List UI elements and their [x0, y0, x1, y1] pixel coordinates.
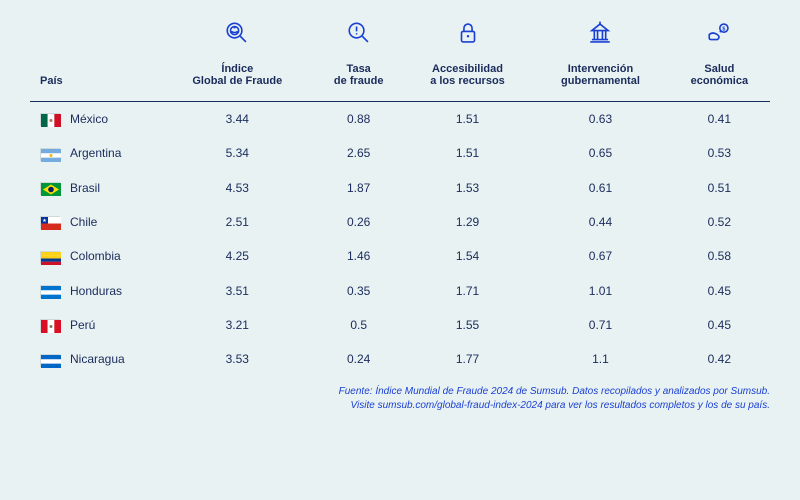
value-cell: 0.35 — [315, 274, 403, 308]
value-cell: 1.87 — [315, 171, 403, 205]
value-cell: 0.42 — [669, 342, 770, 376]
country-cell: México — [30, 102, 160, 137]
value-cell: 0.65 — [532, 136, 668, 170]
accessibility-icon — [403, 20, 532, 57]
value-cell: 0.45 — [669, 274, 770, 308]
table-row: Argentina 5.342.651.510.650.53 — [30, 136, 770, 170]
value-cell: 1.53 — [403, 171, 532, 205]
col-accessibility: Accesibilidada los recursos — [403, 57, 532, 102]
flag-icon — [40, 285, 60, 298]
value-cell: 3.53 — [160, 342, 315, 376]
svg-text:★: ★ — [42, 218, 47, 224]
table-row: Nicaragua 3.530.241.771.10.42 — [30, 342, 770, 376]
flag-icon: ★ — [40, 216, 60, 229]
value-cell: 4.25 — [160, 239, 315, 273]
value-cell: 1.51 — [403, 102, 532, 137]
table-row: Brasil 4.531.871.530.610.51 — [30, 171, 770, 205]
country-cell: Nicaragua — [30, 342, 160, 376]
country-cell: Perú — [30, 308, 160, 342]
value-cell: 1.55 — [403, 308, 532, 342]
value-cell: 0.67 — [532, 239, 668, 273]
country-name: Chile — [70, 215, 97, 229]
country-name: Honduras — [70, 284, 122, 298]
value-cell: 1.71 — [403, 274, 532, 308]
value-cell: 0.52 — [669, 205, 770, 239]
value-cell: 0.45 — [669, 308, 770, 342]
col-economy: Saludeconómica — [669, 57, 770, 102]
footer-source: Fuente: Índice Mundial de Fraude 2024 de… — [30, 385, 770, 413]
country-name: Nicaragua — [70, 352, 125, 366]
country-cell: Argentina — [30, 136, 160, 170]
country-cell: ★ Chile — [30, 205, 160, 239]
country-name: Brasil — [70, 181, 100, 195]
country-name: Perú — [70, 318, 95, 332]
value-cell: 1.46 — [315, 239, 403, 273]
country-cell: Brasil — [30, 171, 160, 205]
country-name: Colombia — [70, 249, 121, 263]
value-cell: 1.01 — [532, 274, 668, 308]
header-row: País ÍndiceGlobal de Fraude Tasade fraud… — [30, 57, 770, 102]
value-cell: 0.53 — [669, 136, 770, 170]
value-cell: 0.51 — [669, 171, 770, 205]
table-row: México 3.440.881.510.630.41 — [30, 102, 770, 137]
value-cell: 2.65 — [315, 136, 403, 170]
country-name: México — [70, 112, 108, 126]
fraud-index-table: $ País ÍndiceGlobal de Fraude Tasade fra… — [30, 20, 770, 377]
icon-row: $ — [30, 20, 770, 57]
table-row: ★ Chile 2.510.261.290.440.52 — [30, 205, 770, 239]
value-cell: 0.44 — [532, 205, 668, 239]
table-row: Perú 3.210.51.550.710.45 — [30, 308, 770, 342]
gov-icon — [532, 20, 668, 57]
value-cell: 0.5 — [315, 308, 403, 342]
country-cell: Honduras — [30, 274, 160, 308]
value-cell: 0.24 — [315, 342, 403, 376]
value-cell: 0.26 — [315, 205, 403, 239]
value-cell: 1.77 — [403, 342, 532, 376]
footer-line1: Fuente: Índice Mundial de Fraude 2024 de… — [30, 385, 770, 399]
footer-line2: Visite sumsub.com/global-fraud-index-202… — [30, 399, 770, 413]
flag-icon — [40, 319, 60, 332]
flag-icon — [40, 182, 60, 195]
table-row: Colombia 4.251.461.540.670.58 — [30, 239, 770, 273]
flag-icon — [40, 113, 60, 126]
col-fraud-rate: Tasade fraude — [315, 57, 403, 102]
global-index-icon — [160, 20, 315, 57]
economy-icon: $ — [669, 20, 770, 57]
country-cell: Colombia — [30, 239, 160, 273]
col-global-index: ÍndiceGlobal de Fraude — [160, 57, 315, 102]
table-row: Honduras 3.510.351.711.010.45 — [30, 274, 770, 308]
value-cell: 4.53 — [160, 171, 315, 205]
flag-icon — [40, 148, 60, 161]
value-cell: 1.29 — [403, 205, 532, 239]
value-cell: 2.51 — [160, 205, 315, 239]
value-cell: 3.44 — [160, 102, 315, 137]
value-cell: 0.88 — [315, 102, 403, 137]
value-cell: 0.41 — [669, 102, 770, 137]
value-cell: 3.21 — [160, 308, 315, 342]
fraud-rate-icon — [315, 20, 403, 57]
country-name: Argentina — [70, 146, 121, 160]
flag-icon — [40, 251, 60, 264]
value-cell: 5.34 — [160, 136, 315, 170]
flag-icon — [40, 354, 60, 367]
value-cell: 1.54 — [403, 239, 532, 273]
col-country: País — [30, 57, 160, 102]
value-cell: 0.63 — [532, 102, 668, 137]
value-cell: 1.51 — [403, 136, 532, 170]
col-gov: Intervencióngubernamental — [532, 57, 668, 102]
value-cell: 3.51 — [160, 274, 315, 308]
value-cell: 0.58 — [669, 239, 770, 273]
value-cell: 1.1 — [532, 342, 668, 376]
value-cell: 0.71 — [532, 308, 668, 342]
value-cell: 0.61 — [532, 171, 668, 205]
